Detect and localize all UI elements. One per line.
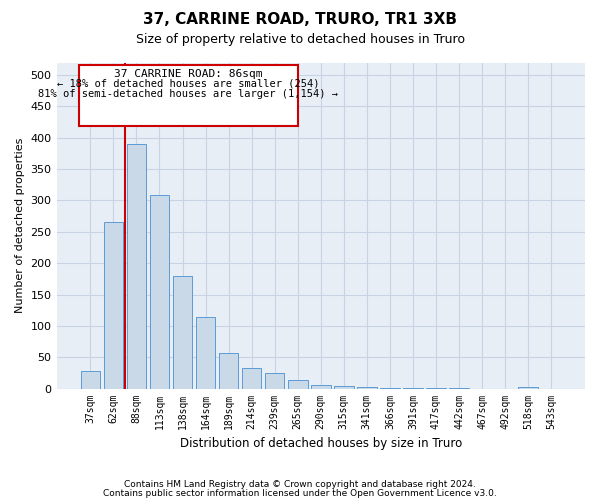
Bar: [334, 386, 353, 388]
Y-axis label: Number of detached properties: Number of detached properties: [15, 138, 25, 313]
Bar: [288, 380, 308, 388]
Bar: [242, 368, 262, 388]
Text: Contains public sector information licensed under the Open Government Licence v3: Contains public sector information licen…: [103, 488, 497, 498]
Bar: [127, 144, 146, 388]
Text: 37, CARRINE ROAD, TRURO, TR1 3XB: 37, CARRINE ROAD, TRURO, TR1 3XB: [143, 12, 457, 28]
Text: ← 18% of detached houses are smaller (254): ← 18% of detached houses are smaller (25…: [57, 79, 320, 89]
Text: 37 CARRINE ROAD: 86sqm: 37 CARRINE ROAD: 86sqm: [114, 69, 263, 79]
Text: Size of property relative to detached houses in Truro: Size of property relative to detached ho…: [136, 32, 464, 46]
Bar: [173, 276, 193, 388]
Text: Contains HM Land Registry data © Crown copyright and database right 2024.: Contains HM Land Registry data © Crown c…: [124, 480, 476, 489]
Bar: [219, 353, 238, 388]
Bar: [80, 371, 100, 388]
Bar: [104, 222, 123, 388]
FancyBboxPatch shape: [79, 65, 298, 126]
Bar: [265, 373, 284, 388]
Bar: [196, 317, 215, 388]
Text: 81% of semi-detached houses are larger (1,154) →: 81% of semi-detached houses are larger (…: [38, 89, 338, 99]
Bar: [149, 196, 169, 388]
Bar: [311, 385, 331, 388]
Bar: [518, 386, 538, 388]
X-axis label: Distribution of detached houses by size in Truro: Distribution of detached houses by size …: [179, 437, 462, 450]
